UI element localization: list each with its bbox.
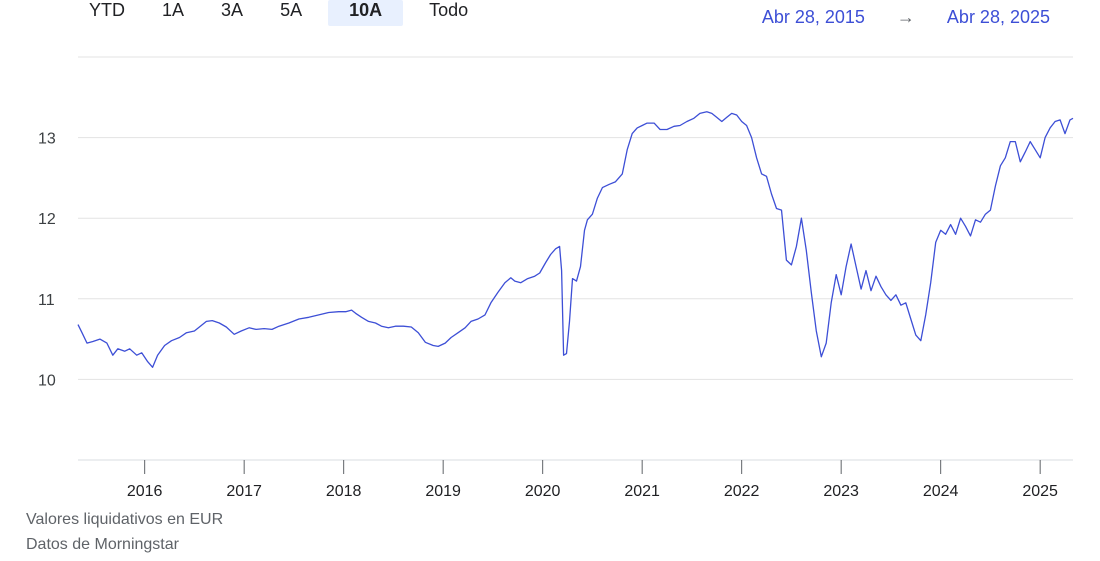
range-selector: YTD 1A 3A 5A 10A Todo <box>78 0 494 26</box>
range-button-todo[interactable]: Todo <box>429 0 469 20</box>
x-tick-label: 2020 <box>525 483 561 500</box>
currency-note: Valores liquidativos en EUR <box>26 511 224 528</box>
range-button-10a[interactable]: 10A <box>328 0 404 26</box>
x-tick-label: 2021 <box>624 483 660 500</box>
range-button-ytd[interactable]: YTD <box>89 0 125 20</box>
y-tick-label: 10 <box>38 372 56 389</box>
source-note: Datos de Morningstar <box>26 536 179 553</box>
range-button-3a[interactable]: 3A <box>221 0 244 20</box>
y-tick-label: 12 <box>38 211 56 228</box>
y-tick-label: 13 <box>38 131 56 148</box>
y-axis-ticks: 10 11 12 13 <box>38 131 56 390</box>
grid-lines <box>78 56 1073 461</box>
range-button-1a[interactable]: 1A <box>162 0 185 20</box>
x-tick-label: 2023 <box>823 483 859 500</box>
x-tick-label: 2017 <box>226 483 262 500</box>
x-tick-label: 2019 <box>425 483 461 500</box>
y-tick-label: 11 <box>38 292 55 309</box>
x-tick-label: 2025 <box>1022 483 1058 500</box>
end-date-link[interactable]: Abr 28, 2025 <box>946 6 1050 27</box>
x-tick-label: 2024 <box>923 483 959 500</box>
x-tick-label: 2018 <box>326 483 362 500</box>
range-arrow-icon: → <box>896 6 915 27</box>
price-chart[interactable]: 10 11 12 13 2016 2017 2018 2019 2020 2021 2022 202… <box>0 0 1100 505</box>
date-range: Abr 28, 2015 → Abr 28, 2025 <box>762 6 1050 28</box>
nav-series-line <box>77 111 1074 368</box>
x-tick-label: 2016 <box>127 483 163 500</box>
x-axis-ticks: 2016 2017 2018 2019 2020 2021 2022 2023 2024 2025 <box>127 460 1058 500</box>
x-tick-label: 2022 <box>724 483 760 500</box>
start-date-link[interactable]: Abr 28, 2015 <box>761 6 865 27</box>
range-button-5a[interactable]: 5A <box>280 0 303 20</box>
